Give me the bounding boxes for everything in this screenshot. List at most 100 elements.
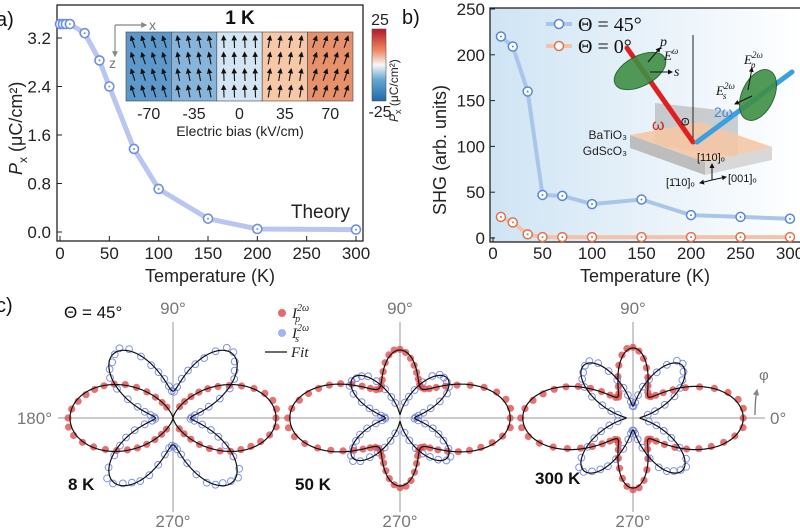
polarization-arrow xyxy=(312,68,318,81)
p-data-point xyxy=(615,464,624,472)
polarization-arrow xyxy=(150,68,157,81)
polarization-arrow xyxy=(206,51,213,65)
legend-marker-p xyxy=(278,309,286,317)
y-tick-label-a: 1.6 xyxy=(27,126,51,145)
substrate-front xyxy=(630,135,705,175)
s-data-point xyxy=(147,361,156,370)
output-analyzer xyxy=(739,69,777,121)
dir-110-label: [110]ₒ xyxy=(697,152,725,164)
s-data-point xyxy=(435,397,444,406)
p-fit-curve xyxy=(69,383,277,453)
s-data-point xyxy=(588,467,596,476)
polarization-arrow xyxy=(196,68,202,81)
s-data-point xyxy=(578,375,587,383)
s-data-point xyxy=(356,457,365,466)
s-data-point xyxy=(234,473,243,482)
data-point-center xyxy=(591,236,593,239)
plot-frame-a xyxy=(56,4,364,242)
bias-tick-label: -70 xyxy=(137,106,160,123)
s-data-point xyxy=(410,414,419,423)
p-data-point xyxy=(563,445,572,453)
s-data-point xyxy=(613,417,622,426)
polar-plot: 90° 270° 50 K xyxy=(284,299,515,530)
p-data-point xyxy=(734,395,742,404)
s-label: s xyxy=(674,65,680,80)
theory-point-center xyxy=(133,147,135,150)
s-data-point xyxy=(421,419,430,428)
shg-geometry-schematic: p s Eω E2ω p E2ω s 2ω ω Θ BaTiO₃ GdScO₃ [1… xyxy=(583,35,795,189)
s-data-point xyxy=(161,450,169,459)
data-point-center xyxy=(511,45,514,48)
data-point-center xyxy=(526,90,529,93)
theory-points xyxy=(54,18,362,235)
es-2omega-label: E2ω s xyxy=(715,81,735,101)
colorbar-label: Px (μC/cm²) xyxy=(387,59,403,122)
polarization-arrow xyxy=(277,67,283,82)
polarization-arrow xyxy=(150,35,157,48)
s-data-point xyxy=(186,414,195,423)
s-data-point xyxy=(405,392,413,401)
s-data-point xyxy=(439,436,448,445)
s-data-point xyxy=(122,433,130,442)
p-data-point xyxy=(65,423,73,431)
s-data-point xyxy=(146,411,155,419)
polarization-arrow xyxy=(220,34,227,49)
polarization-arrow xyxy=(231,51,237,65)
s-data-point xyxy=(604,367,613,376)
s-data-point xyxy=(624,391,632,400)
data-point-center xyxy=(739,215,742,218)
incidence-angle-label: Θ = 45° xyxy=(64,303,122,322)
s-data-point xyxy=(598,401,607,410)
s-data-point xyxy=(604,462,612,471)
s-data-point xyxy=(214,432,223,441)
p-data-point xyxy=(261,389,269,397)
polarization-arrow xyxy=(266,84,273,98)
s-data-point xyxy=(401,398,409,407)
polarization-arrow xyxy=(343,68,350,81)
polarization-arrow xyxy=(161,84,167,98)
s-data-point xyxy=(644,417,653,426)
p-label: p xyxy=(659,35,667,50)
polarization-arrow xyxy=(175,51,181,65)
p-data-point xyxy=(635,484,643,492)
s-data-point xyxy=(177,450,186,459)
theory-point-center xyxy=(355,228,357,231)
s-data-point xyxy=(183,459,192,468)
polarization-arrow xyxy=(185,51,192,65)
polarization-arrow xyxy=(140,68,146,81)
polarization-arrow xyxy=(185,84,192,98)
y-tick-label-b: 250 xyxy=(457,0,485,19)
data-point-center xyxy=(526,233,529,236)
y-tick-label-b: 0 xyxy=(476,229,485,248)
s-data-point xyxy=(607,407,616,416)
s-data-point xyxy=(204,402,213,411)
s-data-point xyxy=(652,368,661,377)
s-data-point xyxy=(164,382,173,391)
angle-label-270: 270° xyxy=(155,512,190,530)
p-data-point xyxy=(642,364,651,372)
polarization-arrow xyxy=(150,51,157,65)
p-data-point xyxy=(453,381,461,389)
polarization-arrow xyxy=(298,84,304,98)
s-data-point xyxy=(115,344,124,353)
polarization-arrow xyxy=(252,34,258,49)
s-data-point xyxy=(137,352,145,361)
s-data-point xyxy=(434,430,443,438)
ep-2omega-label: E2ω p xyxy=(743,50,763,70)
s-data-point xyxy=(118,479,127,488)
polarization-arrow xyxy=(277,84,283,98)
axis-ticks-a: 0 50 100 150 200 250 300 0.0 0.8 1.6 2.4 3.2 xyxy=(27,29,370,263)
theory-point-center xyxy=(108,85,111,88)
legend-marker-s xyxy=(278,329,286,337)
polarization-arrow xyxy=(343,35,350,48)
panel-b: b) 0 50 100 150 200 250 300 0 50 100 150 200 250 Tem… xyxy=(402,0,800,286)
s-data-point xyxy=(211,347,220,356)
s-data-point xyxy=(414,416,423,425)
s-data-point xyxy=(627,397,635,406)
polarization-arrow xyxy=(185,68,192,81)
y-tick-label-b: 100 xyxy=(457,137,485,156)
s-data-point xyxy=(426,453,434,461)
s-data-point xyxy=(575,463,583,472)
polarization-arrow xyxy=(175,84,181,98)
